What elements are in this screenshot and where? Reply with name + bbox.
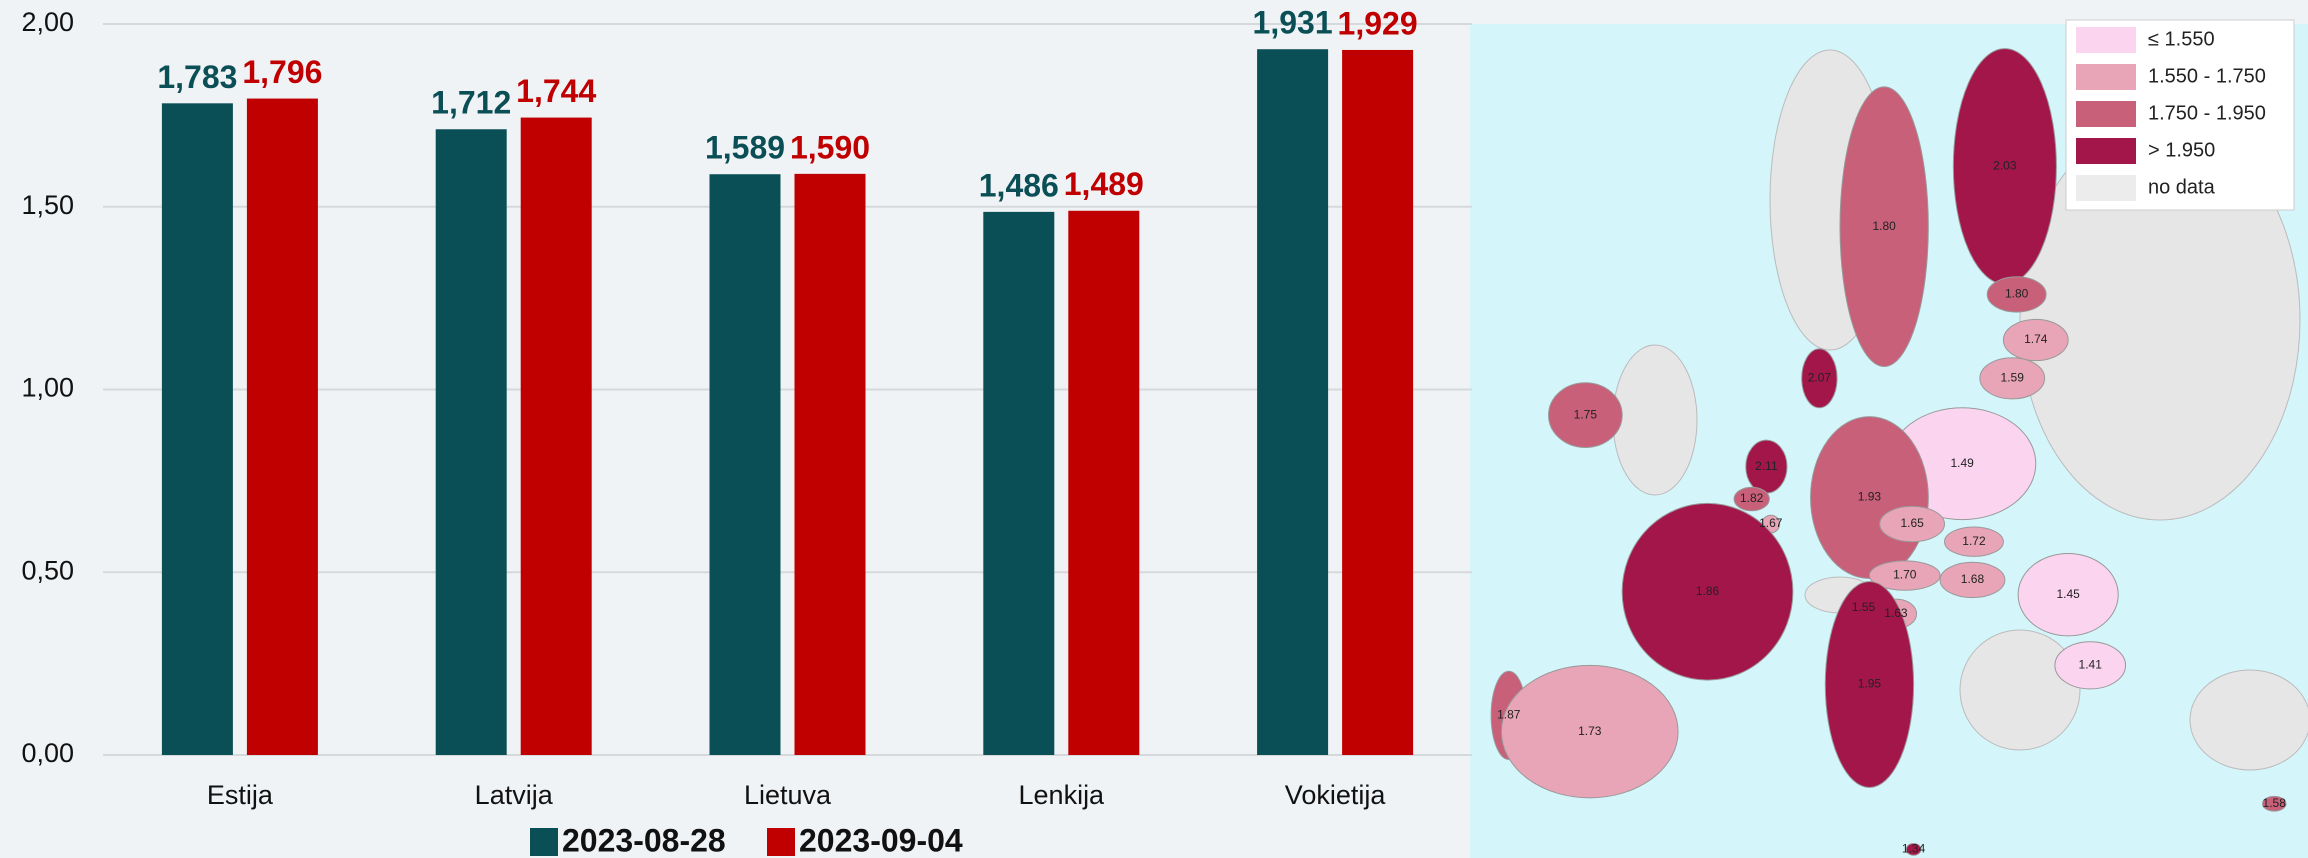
map-legend-label: 1.750 - 1.950 <box>2148 102 2266 124</box>
map-region-label: 1.58 <box>2263 796 2287 810</box>
bar <box>1342 49 1414 755</box>
map-region-label: 1.49 <box>1950 456 1974 470</box>
bar <box>246 98 318 755</box>
legend-swatch <box>767 828 795 856</box>
bar <box>794 173 866 756</box>
map-region-label: 1.45 <box>2056 587 2080 601</box>
map-region <box>1548 382 1623 448</box>
map-legend-label: > 1.950 <box>2148 139 2215 161</box>
map-legend-label: ≤ 1.550 <box>2148 28 2215 50</box>
map-region <box>1868 560 1941 591</box>
data-label: 1,486 <box>979 167 1059 203</box>
map-region <box>1733 486 1770 512</box>
map: 2.03 1.80 1.80 1.74 1.59 2.07 1.75 1.49 2.11 1.82… <box>1490 19 2295 856</box>
map-land-gray <box>1612 49 2308 771</box>
map-region-label: 1.86 <box>1696 584 1720 598</box>
bar <box>520 117 592 756</box>
map-region <box>1621 502 1794 681</box>
map-region-label: 1.80 <box>1872 219 1896 233</box>
y-tick-label: 2,00 <box>21 7 74 37</box>
map-region-label: 1.74 <box>2024 332 2048 346</box>
map-region-label: 1.63 <box>1884 606 1908 620</box>
y-tick-label: 0,00 <box>21 738 74 768</box>
map-region-label: 1.70 <box>1893 568 1917 582</box>
map-region <box>1801 348 1838 409</box>
x-tick-label: Vokietija <box>1285 780 1387 810</box>
map-region <box>1939 561 2006 599</box>
map-region <box>1979 357 2046 400</box>
map-legend-swatch <box>2076 64 2136 90</box>
bar <box>161 103 233 756</box>
bar <box>1257 49 1329 756</box>
y-tick-label: 0,50 <box>21 555 74 585</box>
map-legend-label: no data <box>2148 176 2216 198</box>
legend-label: 2023-08-28 <box>562 822 726 858</box>
y-tick-label: 1,00 <box>21 373 74 403</box>
map-region-label: 1.72 <box>1962 534 1986 548</box>
map-region <box>2002 318 2069 362</box>
map-region-label: 1.82 <box>1740 491 1764 505</box>
map-legend-label: 1.550 - 1.750 <box>2148 65 2266 87</box>
map-region-label: 1.55 <box>1852 600 1876 614</box>
map-region <box>2017 552 2119 637</box>
map-region <box>1944 526 2004 557</box>
data-label: 1,783 <box>157 59 237 95</box>
map-region <box>1879 505 1946 543</box>
data-label: 1,590 <box>790 129 870 165</box>
bar <box>983 211 1055 755</box>
x-tick-label: Estija <box>207 780 274 810</box>
map-legend-swatch <box>2076 27 2136 53</box>
legend-label: 2023-09-04 <box>799 822 963 858</box>
map-region-label: 1.34 <box>1902 842 1926 856</box>
bar <box>709 174 781 755</box>
bar <box>435 129 507 755</box>
x-tick-label: Latvija <box>475 780 554 810</box>
map-region-label: 2.11 <box>1755 459 1778 473</box>
map-legend-swatch <box>2076 138 2136 164</box>
map-region-label: 1.67 <box>1759 516 1783 530</box>
data-label: 1,796 <box>242 54 322 90</box>
x-tick-label: Lenkija <box>1019 780 1106 810</box>
data-label: 1,929 <box>1338 5 1418 41</box>
x-tick-label: Lietuva <box>744 780 832 810</box>
map-region <box>1986 276 2047 313</box>
map-region-label: 1.75 <box>1574 407 1598 421</box>
map-region-label: 1.41 <box>2079 658 2103 672</box>
legend-swatch <box>530 828 558 856</box>
map-region <box>1500 664 1679 799</box>
map-region-label: 1.68 <box>1961 572 1985 586</box>
data-label: 1,931 <box>1253 5 1333 41</box>
data-label: 1,589 <box>705 130 785 166</box>
map-legend-swatch <box>2076 101 2136 127</box>
map-region-label: 2.03 <box>1993 159 2017 173</box>
map-region <box>1824 580 1915 789</box>
map-region <box>2261 795 2287 812</box>
map-region-label: 1.73 <box>1578 724 1602 738</box>
map-region-label: 1.87 <box>1497 708 1521 722</box>
data-label: 1,489 <box>1064 166 1144 202</box>
map-region-label: 1.93 <box>1858 490 1882 504</box>
map-region-label: 1.80 <box>2005 287 2029 301</box>
map-region <box>2054 641 2127 690</box>
map-region <box>1905 842 1922 856</box>
bar <box>1068 210 1140 755</box>
map-region-label: 1.65 <box>1900 516 1924 530</box>
map-region-label: 1.95 <box>1858 677 1882 691</box>
map-region <box>1839 86 1929 368</box>
data-label: 1,712 <box>431 85 511 121</box>
y-tick-label: 1,50 <box>21 190 74 220</box>
map-region-label: 1.59 <box>2001 370 2025 384</box>
data-label: 1,744 <box>516 73 596 109</box>
map-legend-swatch <box>2076 175 2136 201</box>
map-region-label: 2.07 <box>1808 370 1832 384</box>
